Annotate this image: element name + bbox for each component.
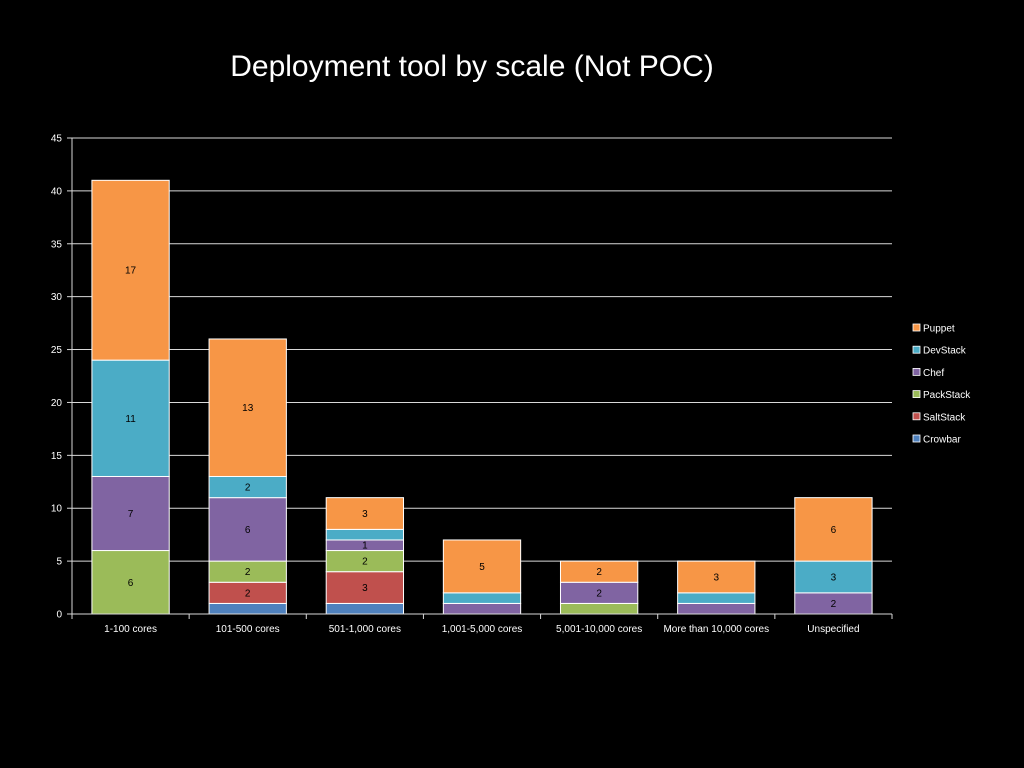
data-label: 3	[831, 572, 837, 583]
bar-segment	[677, 592, 756, 604]
data-label: 2	[362, 557, 368, 568]
data-label: 2	[245, 567, 251, 578]
bar-segment	[325, 571, 405, 604]
y-tick-label: 45	[51, 134, 63, 145]
bar-segment	[208, 338, 287, 477]
legend-swatch	[912, 367, 921, 376]
x-tick-label: 1-100 cores	[104, 624, 157, 635]
data-label: 6	[831, 525, 837, 536]
bar-segment	[442, 602, 522, 615]
bar-segment	[794, 497, 873, 562]
data-label: 6	[128, 578, 134, 589]
bar-segment	[442, 592, 522, 604]
data-label: 3	[362, 583, 368, 594]
data-label: 1	[362, 541, 368, 552]
bars	[91, 179, 873, 615]
data-label: 11	[125, 414, 136, 425]
data-label: 7	[128, 509, 134, 520]
data-label: 3	[362, 509, 368, 520]
legend-swatch	[912, 412, 921, 421]
data-label: 13	[242, 403, 254, 414]
bar-segment	[559, 602, 639, 615]
data-label: 3	[714, 572, 720, 583]
y-tick-label: 30	[51, 292, 63, 303]
bar-segment	[677, 602, 756, 615]
bar-segment	[208, 602, 287, 615]
legend-label: Puppet	[923, 324, 955, 335]
bar-segment	[794, 560, 873, 594]
bar-segment	[677, 560, 756, 594]
bar-segment	[325, 602, 405, 615]
data-label: 17	[125, 266, 137, 277]
y-tick-label: 10	[51, 504, 63, 515]
data-label: 2	[245, 483, 251, 494]
legend-label: DevStack	[923, 346, 967, 357]
y-tick-label: 20	[51, 398, 63, 409]
data-label: 2	[831, 599, 837, 610]
bar-segment	[442, 539, 522, 594]
legend-label: SaltStack	[923, 412, 966, 423]
x-tick-label: More than 10,000 cores	[663, 624, 769, 635]
data-label: 2	[596, 588, 602, 599]
data-label: 5	[479, 562, 485, 573]
data-label: 6	[245, 525, 251, 536]
chart-title: Deployment tool by scale (Not POC)	[230, 50, 714, 83]
legend-swatch	[912, 323, 921, 332]
bar-segment	[325, 497, 405, 530]
x-tick-label: 5,001-10,000 cores	[556, 624, 642, 635]
y-tick-label: 15	[51, 451, 63, 462]
bar-segment	[208, 497, 287, 562]
legend-swatch	[912, 390, 921, 399]
legend: Puppet DevStack Chef PackStack SaltStack Crow…	[912, 323, 971, 446]
x-tick-label: 501-1,000 cores	[329, 624, 401, 635]
legend-swatch	[912, 345, 921, 354]
y-tick-label: 25	[51, 345, 63, 356]
y-tick-label: 0	[56, 610, 62, 621]
x-tick-label: Unspecified	[807, 624, 859, 635]
y-tick-label: 5	[56, 557, 62, 568]
x-tick-label: 101-500 cores	[216, 624, 280, 635]
gridlines	[72, 137, 892, 562]
y-tick-label: 35	[51, 239, 63, 250]
legend-label: Chef	[923, 368, 944, 379]
bar-segment	[325, 528, 405, 541]
legend-swatch	[912, 434, 921, 443]
data-label: 2	[596, 567, 602, 578]
x-tick-label: 1,001-5,000 cores	[442, 624, 523, 635]
data-label: 2	[245, 588, 251, 599]
bar-segment	[91, 550, 170, 615]
legend-label: Crowbar	[923, 435, 961, 446]
y-tick-label: 40	[51, 186, 63, 197]
bar-segment	[91, 179, 170, 361]
bar-segment	[559, 560, 639, 583]
legend-label: PackStack	[923, 390, 971, 401]
